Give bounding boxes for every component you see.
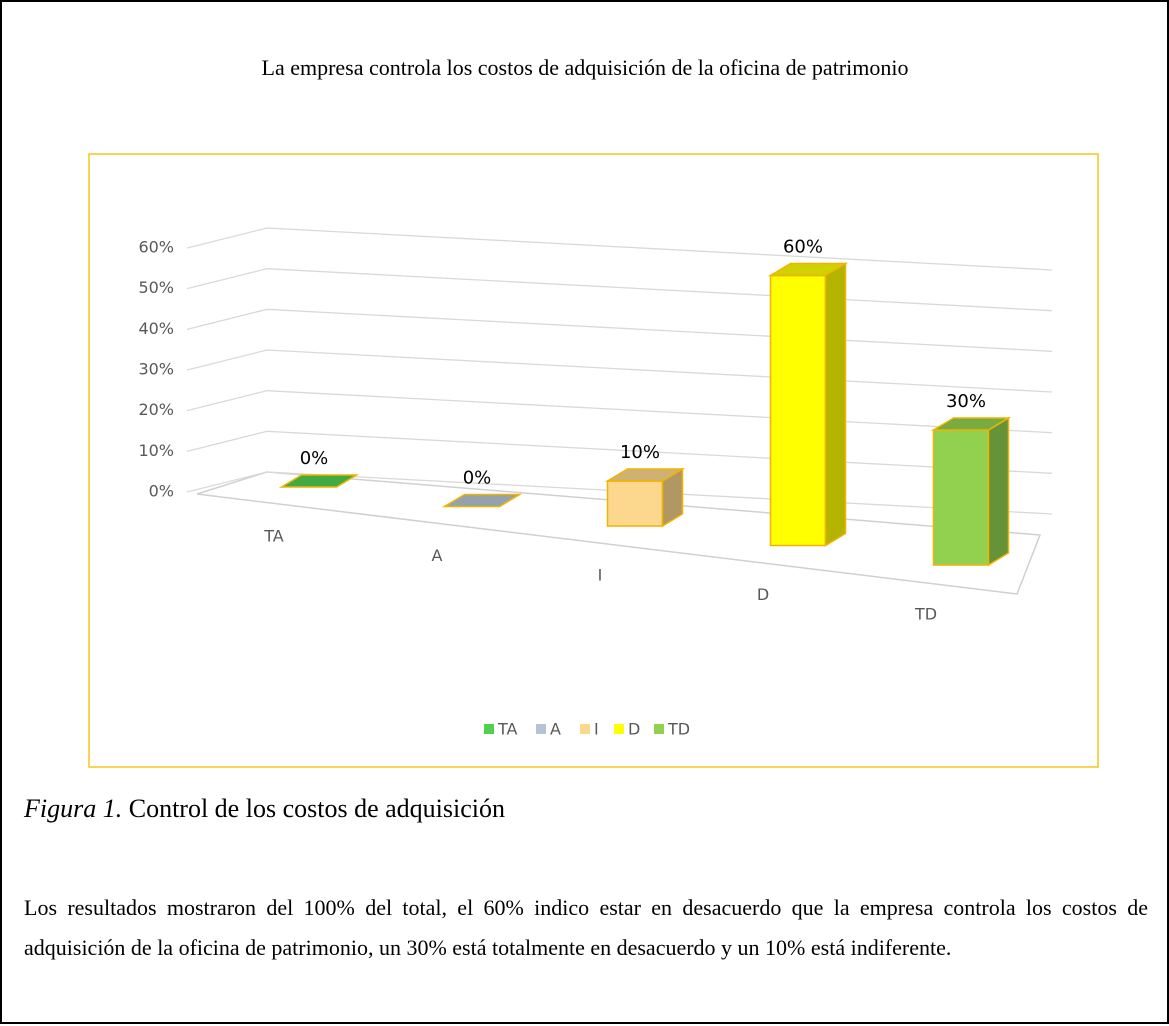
y-tick-label: 0%	[149, 482, 174, 501]
y-tick-label: 30%	[138, 360, 174, 379]
bar-side	[824, 262, 847, 547]
legend-swatch	[654, 724, 664, 734]
bar-front	[769, 274, 827, 547]
bar	[441, 493, 523, 508]
value-label: 0%	[300, 448, 329, 469]
chart-frame	[88, 153, 1099, 768]
legend-swatch	[580, 724, 590, 734]
bar-top	[930, 417, 1012, 431]
caption-label: Figura 1.	[24, 794, 123, 823]
x-tick-label: A	[432, 546, 443, 565]
y-tick-label: 50%	[138, 278, 174, 297]
chart-title: La empresa controla los costos de adquis…	[262, 55, 909, 80]
bar-top	[278, 474, 360, 488]
caption-text: Control de los costos de adquisición	[128, 794, 505, 823]
grid-line	[186, 227, 1053, 271]
x-tick-label: TD	[914, 605, 937, 624]
bar-top	[767, 262, 849, 277]
bar-side	[987, 416, 1010, 567]
value-label: 30%	[946, 391, 986, 412]
value-label: 0%	[463, 468, 492, 489]
x-tick-label: TA	[263, 527, 284, 546]
legend-label: TA	[497, 720, 518, 739]
legend-label: D	[628, 720, 640, 739]
x-tick-label: D	[757, 585, 769, 604]
grid-line	[186, 349, 1053, 393]
bar-top	[441, 493, 523, 508]
floor	[196, 471, 1042, 595]
legend-swatch	[484, 724, 494, 734]
grid-line	[186, 308, 1053, 352]
legend-label: TD	[667, 720, 690, 739]
legend-swatch	[536, 724, 546, 734]
bar-front	[932, 429, 990, 566]
legend-swatch	[614, 724, 624, 734]
bar-top	[604, 468, 686, 482]
paragraph: Los resultados mostraron del 100% del to…	[24, 895, 1148, 960]
bar	[767, 262, 849, 547]
y-tick-label: 60%	[138, 238, 174, 257]
y-tick-label: 20%	[138, 400, 174, 419]
bar-front	[606, 480, 664, 527]
value-label: 60%	[783, 237, 823, 258]
caption: Figura 1. Control de los costos de adqui…	[24, 794, 505, 824]
grid-line	[186, 390, 1053, 434]
bar	[604, 467, 686, 528]
legend-label: A	[550, 720, 561, 739]
grid-line	[186, 268, 1053, 312]
bar	[278, 474, 360, 488]
value-label: 10%	[620, 442, 660, 463]
legend-label: I	[594, 720, 599, 739]
y-tick-label: 40%	[138, 319, 174, 338]
y-tick-label: 10%	[138, 441, 174, 460]
bar	[930, 416, 1012, 567]
x-tick-label: I	[598, 566, 603, 585]
